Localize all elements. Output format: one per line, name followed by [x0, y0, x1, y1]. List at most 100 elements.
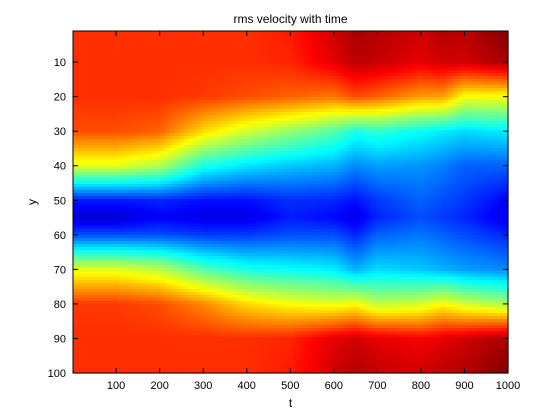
heatmap-cell [481, 94, 485, 98]
heatmap-cell [286, 52, 290, 56]
heatmap-cell [394, 127, 398, 131]
heatmap-cell [136, 97, 140, 101]
heatmap-cell [145, 40, 149, 44]
heatmap-cell [88, 118, 92, 122]
heatmap-cell [415, 115, 419, 119]
heatmap-cell [94, 91, 98, 95]
heatmap-cell [253, 88, 257, 92]
heatmap-cell [199, 58, 203, 62]
heatmap-cell [487, 130, 491, 134]
heatmap-cell [466, 70, 470, 74]
heatmap-cell [475, 121, 479, 125]
heatmap-cell [373, 64, 377, 68]
heatmap-cell [391, 85, 395, 89]
heatmap-cell [187, 40, 191, 44]
heatmap-cell [367, 73, 371, 77]
heatmap-cell [187, 82, 191, 86]
heatmap-cell [157, 91, 161, 95]
heatmap-cell [367, 94, 371, 98]
heatmap-cell [466, 88, 470, 92]
heatmap-cell [250, 109, 254, 113]
heatmap-cell [115, 40, 119, 44]
heatmap-cell [325, 118, 329, 122]
heatmap-cell [151, 49, 155, 53]
heatmap-cell [199, 46, 203, 50]
heatmap-cell [421, 40, 425, 44]
heatmap-cell [493, 88, 497, 92]
heatmap-cell [301, 115, 305, 119]
heatmap-cell [241, 106, 245, 110]
heatmap-cell [436, 91, 440, 95]
heatmap-cell [154, 34, 158, 38]
heatmap-cell [151, 61, 155, 65]
heatmap-cell [484, 85, 488, 89]
heatmap-cell [418, 100, 422, 104]
heatmap-cell [433, 106, 437, 110]
heatmap-cell [202, 97, 206, 101]
heatmap-cell [181, 64, 185, 68]
heatmap-cell [112, 85, 116, 89]
heatmap-cell [397, 43, 401, 47]
heatmap-cell [505, 52, 509, 56]
heatmap-cell [283, 103, 287, 107]
heatmap-cell [307, 58, 311, 62]
heatmap-cell [442, 130, 446, 134]
heatmap-cell [391, 49, 395, 53]
heatmap-cell [316, 73, 320, 77]
heatmap-cell [154, 133, 158, 137]
heatmap-cell [310, 46, 314, 50]
heatmap-cell [178, 55, 182, 59]
heatmap-cell [232, 46, 236, 50]
heatmap-cell [469, 112, 473, 116]
heatmap-cell [169, 43, 173, 47]
heatmap-cell [217, 130, 221, 134]
heatmap-cell [85, 76, 89, 80]
heatmap-cell [97, 82, 101, 86]
heatmap-cell [181, 85, 185, 89]
heatmap-cell [268, 88, 272, 92]
heatmap-cell [319, 94, 323, 98]
heatmap-cell [502, 58, 506, 62]
heatmap-cell [454, 127, 458, 131]
heatmap-cell [103, 130, 107, 134]
heatmap-cell [202, 118, 206, 122]
heatmap-cell [436, 97, 440, 101]
heatmap-cell [403, 76, 407, 80]
heatmap-cell [376, 67, 380, 71]
heatmap-cell [421, 34, 425, 38]
heatmap-cell [172, 34, 176, 38]
heatmap-cell [376, 49, 380, 53]
heatmap-cell [175, 97, 179, 101]
heatmap-cell [361, 58, 365, 62]
heatmap-cell [436, 100, 440, 104]
heatmap-cell [115, 127, 119, 131]
heatmap-cell [244, 55, 248, 59]
heatmap-cell [76, 112, 80, 116]
heatmap-cell [460, 40, 464, 44]
heatmap-cell [157, 40, 161, 44]
heatmap-cell [385, 121, 389, 125]
heatmap-cell [232, 127, 236, 131]
heatmap-cell [430, 85, 434, 89]
heatmap-cell [478, 55, 482, 59]
heatmap-cell [370, 76, 374, 80]
heatmap-cell [85, 124, 89, 128]
heatmap-cell [298, 70, 302, 74]
heatmap-cell [226, 124, 230, 128]
heatmap-cell [493, 115, 497, 119]
heatmap-cell [193, 40, 197, 44]
heatmap-cell [190, 52, 194, 56]
heatmap-cell [373, 94, 377, 98]
heatmap-cell [94, 55, 98, 59]
heatmap-cell [427, 37, 431, 41]
heatmap-cell [124, 97, 128, 101]
heatmap-cell [376, 112, 380, 116]
heatmap-cell [265, 97, 269, 101]
heatmap-cell [313, 91, 317, 95]
heatmap-cell [175, 100, 179, 104]
heatmap-cell [370, 112, 374, 116]
heatmap-cell [481, 115, 485, 119]
heatmap-cell [169, 40, 173, 44]
heatmap-cell [184, 130, 188, 134]
heatmap-cell [382, 52, 386, 56]
